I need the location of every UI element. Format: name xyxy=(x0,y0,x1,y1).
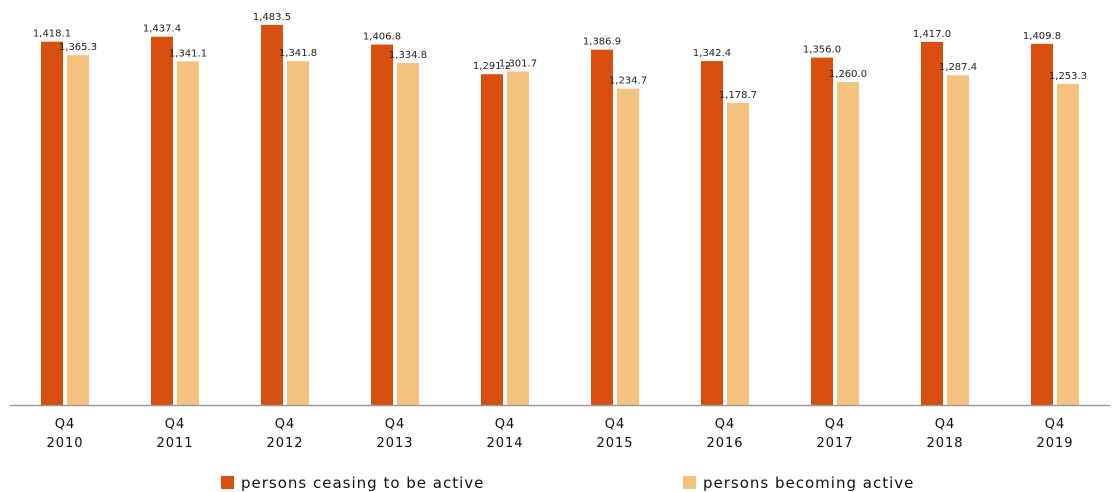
bar-becoming-2 xyxy=(287,61,309,405)
bar-ceasing-7 xyxy=(811,57,833,406)
bar-ceasing-1 xyxy=(151,36,173,405)
x-tick-label-3-1: 2013 xyxy=(376,436,413,451)
x-tick-label-1-0: Q4 xyxy=(165,417,186,432)
bar-ceasing-0 xyxy=(41,41,63,406)
bar-ceasing-3 xyxy=(371,44,393,405)
legend-swatch-ceasing xyxy=(221,476,234,489)
bar-becoming-3 xyxy=(397,63,419,406)
data-label-becoming-4: 1,301.7 xyxy=(499,58,537,69)
data-label-becoming-7: 1,260.0 xyxy=(829,69,867,80)
x-tick-label-2-1: 2012 xyxy=(266,436,303,451)
x-tick-label-6-0: Q4 xyxy=(715,417,736,432)
bar-ceasing-5 xyxy=(591,49,613,406)
legend-swatch-becoming xyxy=(683,476,696,489)
x-tick-label-4-1: 2014 xyxy=(486,436,523,451)
data-label-becoming-5: 1,234.7 xyxy=(609,76,647,87)
x-tick-label-5-1: 2015 xyxy=(596,436,633,451)
data-label-ceasing-1: 1,437.4 xyxy=(143,24,181,35)
bar-ceasing-8 xyxy=(921,41,943,406)
bar-ceasing-2 xyxy=(261,24,283,405)
x-tick-label-3-0: Q4 xyxy=(385,417,406,432)
bar-becoming-8 xyxy=(947,75,969,405)
x-tick-label-2-0: Q4 xyxy=(275,417,296,432)
data-label-ceasing-4: 1,291.2 xyxy=(473,61,511,72)
data-label-becoming-0: 1,365.3 xyxy=(59,42,97,53)
bar-becoming-6 xyxy=(727,103,749,405)
bar-becoming-7 xyxy=(837,82,859,406)
data-label-becoming-3: 1,334.8 xyxy=(389,50,427,61)
bar-becoming-0 xyxy=(67,55,89,406)
x-tick-label-4-0: Q4 xyxy=(495,417,516,432)
bar-ceasing-4 xyxy=(481,74,503,406)
x-tick-label-8-0: Q4 xyxy=(935,417,956,432)
bar-ceasing-9 xyxy=(1031,43,1053,406)
legend-label-ceasing: persons ceasing to be active xyxy=(241,474,484,492)
x-tick-label-7-0: Q4 xyxy=(825,417,846,432)
data-label-ceasing-5: 1,386.9 xyxy=(583,37,621,48)
bar-becoming-4 xyxy=(507,71,529,405)
x-tick-label-9-1: 2019 xyxy=(1036,436,1073,451)
bar-ceasing-6 xyxy=(701,61,723,405)
data-label-ceasing-6: 1,342.4 xyxy=(693,48,731,59)
bar-becoming-5 xyxy=(617,88,639,405)
x-tick-label-7-1: 2017 xyxy=(816,436,853,451)
data-label-becoming-2: 1,341.8 xyxy=(279,48,317,59)
data-label-becoming-1: 1,341.1 xyxy=(169,48,207,59)
x-tick-label-5-0: Q4 xyxy=(605,417,626,432)
x-tick-label-0-0: Q4 xyxy=(55,417,76,432)
data-label-ceasing-0: 1,418.1 xyxy=(33,29,71,40)
data-label-ceasing-7: 1,356.0 xyxy=(803,45,841,56)
data-label-ceasing-2: 1,483.5 xyxy=(253,12,291,23)
bar-becoming-1 xyxy=(177,61,199,405)
data-label-ceasing-8: 1,417.0 xyxy=(913,29,951,40)
x-tick-label-9-0: Q4 xyxy=(1045,417,1066,432)
x-tick-label-6-1: 2016 xyxy=(706,436,743,451)
data-label-ceasing-9: 1,409.8 xyxy=(1023,31,1061,42)
legend-label-becoming: persons becoming active xyxy=(703,474,914,492)
data-label-becoming-6: 1,178.7 xyxy=(719,90,757,101)
x-tick-label-0-1: 2010 xyxy=(46,436,83,451)
bar-becoming-9 xyxy=(1057,83,1079,406)
x-tick-label-8-1: 2018 xyxy=(926,436,963,451)
data-label-becoming-8: 1,287.4 xyxy=(939,62,977,73)
data-label-ceasing-3: 1,406.8 xyxy=(363,32,401,43)
data-label-becoming-9: 1,253.3 xyxy=(1049,71,1087,82)
x-tick-label-1-1: 2011 xyxy=(156,436,193,451)
